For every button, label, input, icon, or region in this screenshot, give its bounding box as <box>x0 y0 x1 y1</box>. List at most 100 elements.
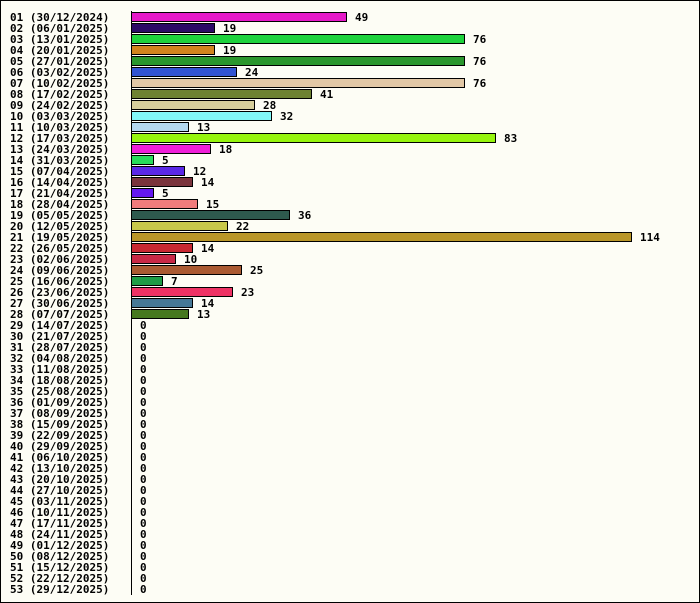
category-label: 45 (03/11/2025) <box>10 495 109 508</box>
value-label: 0 <box>140 352 147 365</box>
value-label: 0 <box>140 539 147 552</box>
value-label: 15 <box>206 198 219 211</box>
bar <box>131 45 215 55</box>
value-label: 0 <box>140 451 147 464</box>
category-label: 06 (03/02/2025) <box>10 66 109 79</box>
value-label: 7 <box>171 275 178 288</box>
value-label: 76 <box>473 33 487 46</box>
value-label: 5 <box>162 187 169 200</box>
bar <box>131 23 215 33</box>
value-label: 76 <box>473 77 487 90</box>
category-label: 46 (10/11/2025) <box>10 506 109 519</box>
category-label: 27 (30/06/2025) <box>10 297 109 310</box>
value-label: 22 <box>236 220 249 233</box>
bar <box>131 100 255 110</box>
value-label: 14 <box>201 176 215 189</box>
category-label: 53 (29/12/2025) <box>10 583 109 596</box>
category-label: 03 (13/01/2025) <box>10 33 109 46</box>
category-label: 29 (14/07/2025) <box>10 319 109 332</box>
bar <box>131 243 193 253</box>
value-label: 76 <box>473 55 487 68</box>
bar <box>131 12 347 22</box>
value-label: 12 <box>193 165 206 178</box>
value-label: 13 <box>197 308 210 321</box>
value-label: 36 <box>298 209 312 222</box>
category-label: 44 (27/10/2025) <box>10 484 109 497</box>
category-label: 36 (01/09/2025) <box>10 396 109 409</box>
category-label: 07 (10/02/2025) <box>10 77 109 90</box>
bar <box>131 210 290 220</box>
category-label: 40 (29/09/2025) <box>10 440 109 453</box>
bar <box>131 287 233 297</box>
value-label: 25 <box>250 264 263 277</box>
category-label: 30 (21/07/2025) <box>10 330 109 343</box>
value-label: 0 <box>140 506 147 519</box>
value-label: 0 <box>140 341 147 354</box>
bar <box>131 177 193 187</box>
category-label: 21 (19/05/2025) <box>10 231 109 244</box>
category-label: 08 (17/02/2025) <box>10 88 109 101</box>
category-label: 04 (20/01/2025) <box>10 44 109 57</box>
bar <box>131 254 176 264</box>
bar <box>131 155 154 165</box>
category-label: 52 (22/12/2025) <box>10 572 109 585</box>
category-label: 14 (31/03/2025) <box>10 154 109 167</box>
category-label: 37 (08/09/2025) <box>10 407 109 420</box>
value-label: 5 <box>162 154 169 167</box>
bar <box>131 199 198 209</box>
value-label: 0 <box>140 462 147 475</box>
value-label: 0 <box>140 495 147 508</box>
bar <box>131 67 237 77</box>
value-label: 0 <box>140 440 147 453</box>
category-label: 13 (24/03/2025) <box>10 143 109 156</box>
bar <box>131 188 154 198</box>
category-label: 39 (22/09/2025) <box>10 429 109 442</box>
category-label: 38 (15/09/2025) <box>10 418 109 431</box>
value-label: 0 <box>140 385 147 398</box>
category-label: 42 (13/10/2025) <box>10 462 109 475</box>
category-label: 02 (06/01/2025) <box>10 22 109 35</box>
bar <box>131 298 193 308</box>
category-label: 10 (03/03/2025) <box>10 110 109 123</box>
category-label: 15 (07/04/2025) <box>10 165 109 178</box>
value-label: 49 <box>355 11 368 24</box>
bar <box>131 309 189 319</box>
value-label: 14 <box>201 242 215 255</box>
value-label: 14 <box>201 297 215 310</box>
category-label: 05 (27/01/2025) <box>10 55 109 68</box>
value-label: 23 <box>241 286 254 299</box>
value-label: 0 <box>140 517 147 530</box>
bar <box>131 89 312 99</box>
value-label: 41 <box>320 88 334 101</box>
value-label: 0 <box>140 484 147 497</box>
value-label: 13 <box>197 121 210 134</box>
value-label: 0 <box>140 572 147 585</box>
category-label: 20 (12/05/2025) <box>10 220 109 233</box>
bar <box>131 34 465 44</box>
value-label: 0 <box>140 418 147 431</box>
category-label: 16 (14/04/2025) <box>10 176 109 189</box>
bar <box>131 166 185 176</box>
bar <box>131 221 228 231</box>
bar <box>131 78 465 88</box>
category-label: 22 (26/05/2025) <box>10 242 109 255</box>
category-label: 34 (18/08/2025) <box>10 374 109 387</box>
value-label: 24 <box>245 66 259 79</box>
category-label: 12 (17/03/2025) <box>10 132 109 145</box>
value-label: 0 <box>140 473 147 486</box>
category-label: 23 (02/06/2025) <box>10 253 109 266</box>
value-label: 19 <box>223 44 236 57</box>
bar <box>131 276 163 286</box>
value-label: 28 <box>263 99 276 112</box>
value-label: 32 <box>280 110 293 123</box>
bar <box>131 111 272 121</box>
value-label: 0 <box>140 407 147 420</box>
value-label: 0 <box>140 374 147 387</box>
category-label: 24 (09/06/2025) <box>10 264 109 277</box>
category-label: 47 (17/11/2025) <box>10 517 109 530</box>
category-label: 51 (15/12/2025) <box>10 561 109 574</box>
category-label: 35 (25/08/2025) <box>10 385 109 398</box>
category-label: 11 (10/03/2025) <box>10 121 109 134</box>
